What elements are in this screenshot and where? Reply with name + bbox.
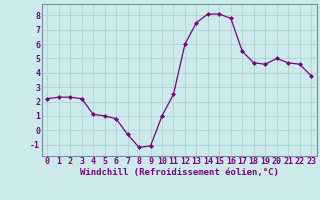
- X-axis label: Windchill (Refroidissement éolien,°C): Windchill (Refroidissement éolien,°C): [80, 168, 279, 177]
